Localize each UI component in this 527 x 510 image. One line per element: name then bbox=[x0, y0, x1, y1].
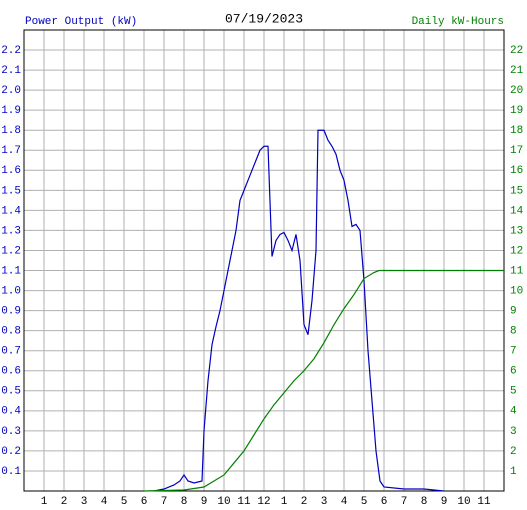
chart-title: 07/19/2023 bbox=[225, 11, 303, 26]
y2-tick-label: 3 bbox=[510, 426, 517, 438]
x-tick-label: 7 bbox=[401, 496, 408, 508]
y2-tick-label: 20 bbox=[510, 85, 523, 97]
y2-tick-label: 8 bbox=[510, 326, 517, 338]
x-tick-label: 11 bbox=[477, 496, 491, 508]
y-tick-label: 0.3 bbox=[1, 426, 21, 438]
x-tick-label: 8 bbox=[181, 496, 188, 508]
y-tick-label: 2.1 bbox=[1, 65, 21, 77]
y2-tick-label: 4 bbox=[510, 406, 517, 418]
y-tick-label: 1.7 bbox=[1, 145, 21, 157]
y-tick-label: 0.5 bbox=[1, 386, 21, 398]
y-tick-label: 1.3 bbox=[1, 225, 21, 237]
x-tick-label: 3 bbox=[81, 496, 88, 508]
y-tick-label: 1.6 bbox=[1, 165, 21, 177]
y-tick-label: 1.5 bbox=[1, 185, 21, 197]
y2-tick-label: 6 bbox=[510, 366, 517, 378]
x-tick-label: 7 bbox=[161, 496, 168, 508]
x-tick-label: 9 bbox=[201, 496, 208, 508]
y2-tick-label: 11 bbox=[510, 265, 524, 277]
y-tick-label: 1.2 bbox=[1, 245, 21, 257]
x-tick-label: 11 bbox=[237, 496, 251, 508]
y2-tick-label: 19 bbox=[510, 105, 523, 117]
y-tick-label: 0.7 bbox=[1, 346, 21, 358]
y2-tick-label: 14 bbox=[510, 205, 524, 217]
x-tick-label: 5 bbox=[361, 496, 368, 508]
y2-tick-label: 13 bbox=[510, 225, 523, 237]
y-tick-label: 0.8 bbox=[1, 326, 21, 338]
y2-tick-label: 9 bbox=[510, 306, 517, 318]
y-tick-label: 1.4 bbox=[1, 205, 21, 217]
x-tick-label: 4 bbox=[341, 496, 348, 508]
x-tick-label: 4 bbox=[101, 496, 108, 508]
y-tick-label: 0.4 bbox=[1, 406, 21, 418]
x-tick-label: 8 bbox=[421, 496, 428, 508]
x-tick-label: 6 bbox=[381, 496, 388, 508]
x-tick-label: 1 bbox=[41, 496, 48, 508]
y-tick-label: 1.0 bbox=[1, 285, 21, 297]
y-tick-label: 1.8 bbox=[1, 125, 21, 137]
x-tick-label: 6 bbox=[141, 496, 148, 508]
x-tick-label: 9 bbox=[441, 496, 448, 508]
y-tick-label: 0.1 bbox=[1, 466, 21, 478]
y2-tick-label: 10 bbox=[510, 285, 523, 297]
y2-tick-label: 7 bbox=[510, 346, 517, 358]
y-tick-label: 1.1 bbox=[1, 265, 21, 277]
y-tick-label: 0.6 bbox=[1, 366, 21, 378]
y2-tick-label: 1 bbox=[510, 466, 517, 478]
plot-frame bbox=[23, 29, 505, 492]
x-tick-label: 12 bbox=[257, 496, 270, 508]
y-tick-label: 2.2 bbox=[1, 45, 21, 57]
y2-tick-label: 16 bbox=[510, 165, 523, 177]
series-line bbox=[143, 269, 504, 492]
x-tick-label: 10 bbox=[457, 496, 470, 508]
y2-tick-label: 5 bbox=[510, 386, 517, 398]
y2-tick-label: 22 bbox=[510, 45, 523, 57]
x-tick-label: 2 bbox=[61, 496, 68, 508]
right-axis-legend: Daily kW-Hours bbox=[412, 16, 504, 28]
series-line bbox=[153, 129, 445, 492]
y2-tick-label: 18 bbox=[510, 125, 523, 137]
y2-tick-label: 12 bbox=[510, 245, 523, 257]
y-tick-label: 0.2 bbox=[1, 446, 21, 458]
x-tick-label: 1 bbox=[281, 496, 288, 508]
y2-tick-label: 2 bbox=[510, 446, 517, 458]
y-tick-label: 1.9 bbox=[1, 105, 21, 117]
x-tick-label: 10 bbox=[217, 496, 230, 508]
x-tick-label: 2 bbox=[301, 496, 308, 508]
y2-tick-label: 21 bbox=[510, 65, 524, 77]
x-tick-label: 3 bbox=[321, 496, 328, 508]
y-tick-label: 2.0 bbox=[1, 85, 21, 97]
y2-tick-label: 15 bbox=[510, 185, 523, 197]
left-axis-legend: Power Output (kW) bbox=[25, 16, 137, 28]
y2-tick-label: 17 bbox=[510, 145, 523, 157]
y-tick-label: 0.9 bbox=[1, 306, 21, 318]
x-tick-label: 5 bbox=[121, 496, 128, 508]
